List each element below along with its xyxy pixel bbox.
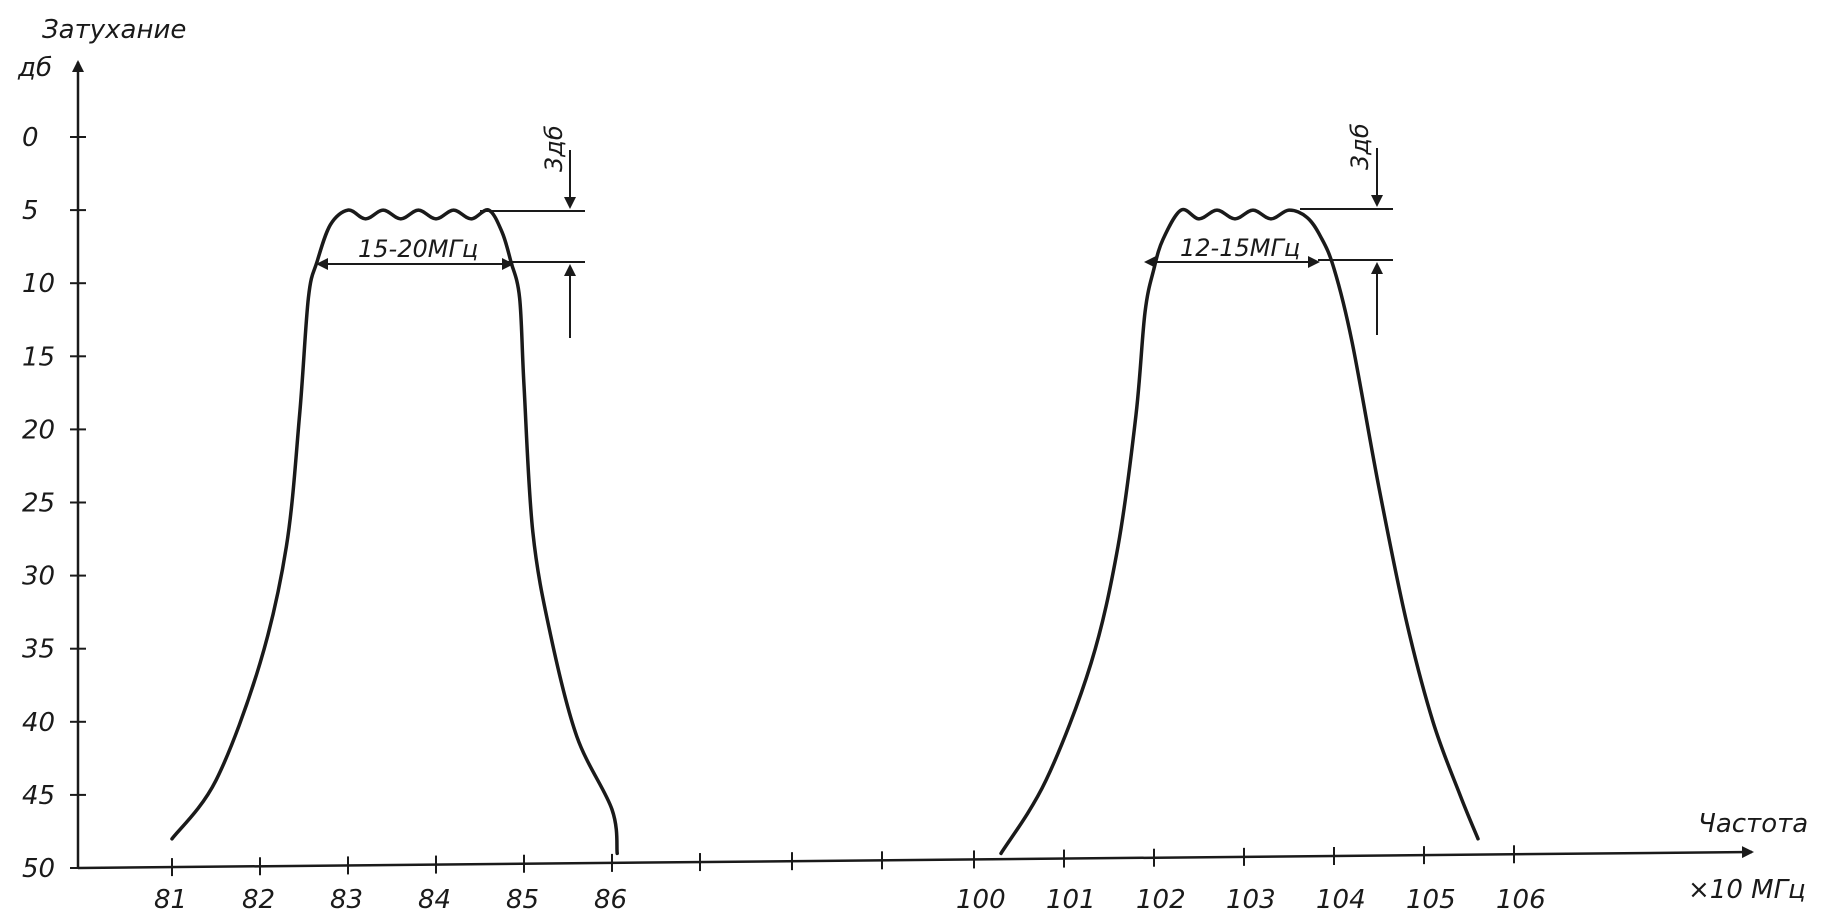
y-tick-label: 10 [22,269,55,299]
series-line-2 [999,207,1480,856]
x-tick-label: 86 [594,885,627,915]
y-tick-label: 20 [22,415,55,445]
y-ticks: 0 5 10 15 20 25 30 35 40 45 50 [22,123,86,884]
x-tick-label: 85 [506,885,539,915]
left-level-label: 3дб [540,125,568,172]
y-tick-label: 0 [22,123,39,153]
right-level-label: 3дб [1346,123,1374,170]
right-width-label: 12-15МГц [1180,234,1300,262]
left-annotation: 3дб 15-20МГц [316,125,585,338]
y-tick-label: 30 [22,562,55,592]
x-tick-label: 106 [1496,885,1546,915]
x-tick-label: 83 [330,885,363,915]
right-annotation: 3дб 12-15МГц [1144,123,1393,335]
y-axis-unit: дб [17,53,52,83]
series-group [170,207,1480,856]
y-tick-label: 5 [22,196,39,226]
x-tick-label: 104 [1316,885,1366,915]
y-tick-label: 35 [22,635,55,665]
series-line-1 [170,208,619,856]
x-axis [77,846,1754,870]
x-tick-label: 81 [154,885,187,915]
x-tick-label: 84 [418,885,451,915]
y-tick-label: 45 [22,781,55,811]
y-tick-label: 50 [22,854,55,884]
y-tick-label: 25 [22,489,55,519]
x-tick-label: 82 [242,885,275,915]
x-tick-label: 102 [1136,885,1186,915]
y-tick-label: 15 [22,342,55,372]
x-tick-label: 100 [956,885,1006,915]
x-tick-label: 103 [1226,885,1276,915]
x-axis-unit: ×10 МГц [1688,875,1806,905]
y-axis-title: Затухание [42,15,186,45]
x-ticks: 81 82 83 84 85 86 100 101 102 103 104 105 106 [154,845,1546,915]
x-axis-title: Частота [1698,809,1808,839]
x-tick-label: 101 [1046,885,1096,915]
left-width-label: 15-20МГц [358,235,478,263]
y-tick-label: 40 [22,708,55,738]
x-tick-label: 105 [1406,885,1456,915]
